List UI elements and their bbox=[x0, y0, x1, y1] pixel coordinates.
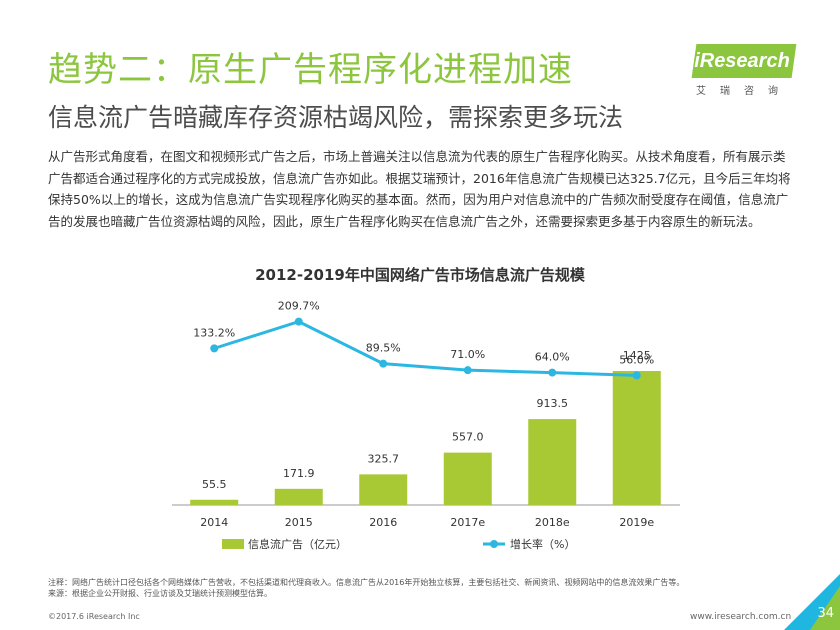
x-tick-2016: 2016 bbox=[369, 516, 397, 529]
x-tick-labels: 2014 2015 2016 2017e 2018e 2019e bbox=[200, 516, 654, 529]
source-text: 来源：根据企业公开财报、行业访谈及艾瑞统计预测模型估算。 bbox=[48, 589, 272, 598]
growth-label-2017e: 71.0% bbox=[450, 348, 485, 361]
x-tick-2014: 2014 bbox=[200, 516, 228, 529]
bar-label-2017e: 557.0 bbox=[452, 431, 484, 444]
bar-2018e bbox=[528, 419, 577, 505]
bar-2017e bbox=[443, 452, 492, 505]
logo-subtext: 艾瑞咨询 bbox=[696, 86, 792, 97]
logo-text: iResearch bbox=[694, 50, 790, 72]
bar-2014 bbox=[190, 499, 239, 505]
growth-label-2018e: 64.0% bbox=[535, 351, 570, 364]
page-title: 趋势二：原生广告程序化进程加速 bbox=[48, 50, 573, 90]
bar-label-2018e: 913.5 bbox=[537, 397, 569, 410]
chart-title: 2012-2019年中国网络广告市场信息流广告规模 bbox=[255, 266, 586, 284]
x-tick-2018e: 2018e bbox=[535, 516, 570, 529]
body-paragraph: 从广告形式角度看，在图文和视频形式广告之后，市场上普遍关注以信息流为代表的原生广… bbox=[48, 149, 791, 229]
legend-line-label: 增长率（%） bbox=[510, 537, 575, 551]
growth-point-2017e bbox=[463, 366, 472, 375]
bar-2019e bbox=[612, 371, 661, 505]
footer-copyright: ©2017.6 iResearch Inc bbox=[48, 612, 140, 621]
growth-point-2014 bbox=[210, 344, 219, 353]
chart-legend: 信息流广告（亿元） 增长率（%） bbox=[222, 537, 575, 551]
page-number: 34 bbox=[817, 606, 834, 621]
bar-label-2016: 325.7 bbox=[368, 452, 400, 465]
footer-website: www.iresearch.com.cn bbox=[690, 612, 792, 622]
legend-bar-swatch bbox=[222, 539, 244, 549]
growth-label-2015: 209.7% bbox=[278, 300, 320, 313]
growth-point-2019e bbox=[632, 371, 641, 380]
growth-line-series: 133.2% 209.7% 89.5% 71.0% 64.0% 56.0% bbox=[193, 300, 654, 380]
growth-point-2018e bbox=[548, 368, 557, 377]
chart-notes: 注释：网络广告统计口径包括各个网络媒体广告营收，不包括渠道和代理商收入。信息流广… bbox=[48, 577, 808, 599]
growth-label-2019e: 56.0% bbox=[619, 353, 654, 366]
legend-line-marker bbox=[490, 540, 498, 548]
x-tick-2015: 2015 bbox=[285, 516, 313, 529]
growth-point-2016 bbox=[379, 359, 388, 368]
growth-point-2015 bbox=[294, 317, 303, 326]
x-tick-2017e: 2017e bbox=[450, 516, 485, 529]
growth-label-2014: 133.2% bbox=[193, 326, 235, 339]
growth-label-2016: 89.5% bbox=[366, 342, 401, 355]
bar-label-2019e: 1425 bbox=[623, 349, 651, 362]
growth-line bbox=[213, 319, 637, 377]
bar-label-2015: 171.9 bbox=[283, 467, 315, 480]
bar-label-2014: 55.5 bbox=[202, 478, 227, 491]
note-text: 注释：网络广告统计口径包括各个网络媒体广告营收，不包括渠道和代理商收入。信息流广… bbox=[48, 578, 685, 587]
bar-series bbox=[190, 371, 661, 505]
legend-bar-label: 信息流广告（亿元） bbox=[248, 537, 347, 551]
page-corner-green bbox=[810, 586, 840, 630]
bar-labels: 55.5 171.9 325.7 557.0 913.5 1425 bbox=[202, 349, 651, 491]
bar-2016 bbox=[359, 474, 408, 505]
x-tick-2019e: 2019e bbox=[619, 516, 654, 529]
iresearch-logo: iResearch 艾瑞咨询 bbox=[690, 44, 800, 98]
bar-2015 bbox=[274, 488, 323, 505]
page-subtitle: 信息流广告暗藏库存资源枯竭风险，需探索更多玩法 bbox=[48, 103, 624, 132]
